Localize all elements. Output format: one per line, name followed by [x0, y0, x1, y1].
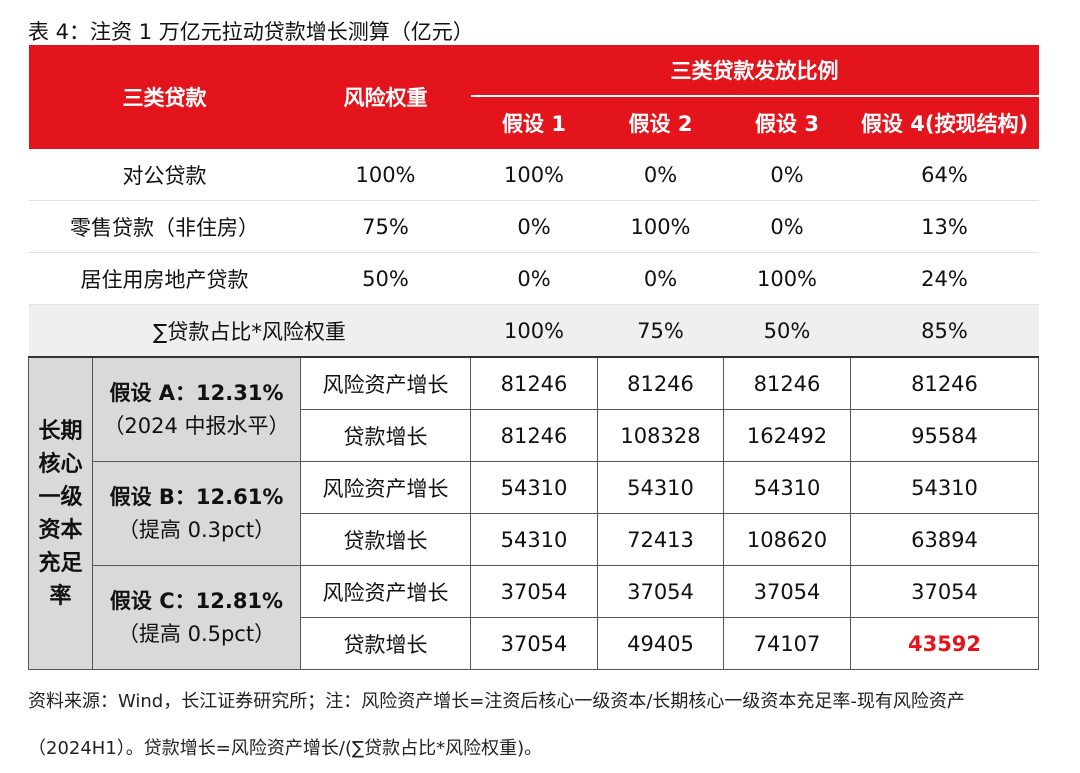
header-cell: 三类贷款发放比例	[470, 45, 1039, 97]
scenario-note: （2024 中报水平）	[103, 413, 290, 438]
cell: 75%	[300, 200, 471, 253]
scenario-name: 假设 C：12.81%	[109, 588, 284, 613]
cell: 13%	[850, 200, 1039, 253]
cell: 0%	[470, 200, 598, 253]
table-row: 假设 1 假设 2 假设 3 假设 4(按现结构)	[29, 96, 1039, 149]
cell: 100%	[300, 149, 471, 201]
cell: 50%	[300, 252, 471, 305]
row-label: 对公贷款	[28, 149, 301, 201]
header-cell: 假设 4(按现结构)	[850, 96, 1039, 149]
header-cell: 风险权重	[300, 45, 471, 149]
cell: 0%	[723, 149, 851, 201]
header-cell: 三类贷款	[28, 45, 301, 149]
cell: 0%	[597, 149, 724, 201]
table-title: 表 4：注资 1 万亿元拉动贷款增长测算（亿元）	[28, 20, 474, 44]
cell: 54310	[597, 461, 724, 514]
cell: 0%	[470, 252, 598, 305]
cell: 54310	[470, 513, 598, 566]
cell: 100%	[470, 149, 598, 201]
cell: 81246	[850, 356, 1039, 410]
cell: 162492	[723, 409, 851, 462]
cell: 54310	[850, 461, 1039, 514]
scenario-name: 假设 B：12.61%	[109, 484, 284, 509]
cell: 54310	[723, 461, 851, 514]
cell: 75%	[597, 304, 724, 358]
cell: 100%	[597, 200, 724, 253]
cell: 0%	[723, 200, 851, 253]
row-label: ∑贷款占比*风险权重	[28, 304, 471, 358]
table-row: 贷款增长 37054 49405 74107 43592	[29, 617, 1039, 670]
table-row: ∑贷款占比*风险权重 100% 75% 50% 85%	[28, 304, 1039, 358]
scenario-cell: 假设 C：12.81% （提高 0.5pct）	[92, 565, 301, 670]
cell: 37054	[597, 565, 724, 618]
table-row: 对公贷款 100% 100% 0% 0% 64%	[28, 149, 1039, 201]
cell: 74107	[723, 617, 851, 670]
cell: 37054	[850, 565, 1039, 618]
cell: 49405	[597, 617, 724, 670]
scenario-cell: 假设 A：12.31% （2024 中报水平）	[92, 356, 301, 462]
cell: 64%	[850, 149, 1039, 201]
cell: 81246	[470, 409, 598, 462]
scenario-note: （提高 0.3pct）	[117, 517, 276, 542]
row-label: 风险资产增长	[300, 356, 471, 410]
table-row: 零售贷款（非住房） 75% 0% 100% 0% 13%	[28, 200, 1039, 253]
header-cell: 假设 2	[597, 96, 724, 149]
cell: 95584	[850, 409, 1039, 462]
table-row: 居住用房地产贷款 50% 0% 0% 100% 24%	[28, 252, 1039, 305]
cell: 0%	[597, 252, 724, 305]
row-label: 贷款增长	[300, 513, 471, 566]
cell: 24%	[850, 252, 1039, 305]
cell: 72413	[597, 513, 724, 566]
row-label: 零售贷款（非住房）	[28, 200, 301, 253]
cell: 63894	[850, 513, 1039, 566]
cell: 50%	[723, 304, 851, 358]
cell: 108620	[723, 513, 851, 566]
scenario-note: （提高 0.5pct）	[117, 621, 276, 646]
cell: 43592	[850, 617, 1039, 670]
cell: 85%	[850, 304, 1039, 358]
table-row: 贷款增长 81246 108328 162492 95584	[29, 409, 1039, 462]
row-label: 风险资产增长	[300, 565, 471, 618]
scenario-cell: 假设 B：12.61% （提高 0.3pct）	[92, 461, 301, 566]
table-row: 假设 C：12.81% （提高 0.5pct） 风险资产增长 37054 37054 37…	[29, 565, 1039, 670]
cell: 81246	[470, 356, 598, 410]
source-note: 资料来源：Wind，长江证券研究所；注：风险资产增长=注资后核心一级资本/长期核…	[28, 691, 965, 759]
cell: 81246	[723, 356, 851, 410]
side-label: 长期核心一级资本充足率	[28, 356, 93, 670]
cell: 100%	[470, 304, 598, 358]
header-cell: 假设 3	[723, 96, 851, 149]
table-row: 三类贷款 风险权重 三类贷款发放比例	[28, 45, 1039, 149]
cell: 108328	[597, 409, 724, 462]
cell: 37054	[470, 617, 598, 670]
row-label: 贷款增长	[300, 617, 471, 670]
header-cell: 假设 1	[470, 96, 598, 149]
row-label: 风险资产增长	[300, 461, 471, 514]
table-row: 假设 B：12.61% （提高 0.3pct） 风险资产增长 54310 54310 54…	[29, 461, 1039, 566]
data-table: 三类贷款 风险权重 三类贷款发放比例 假设 1 假设 2 假设 3 假设 4(按现结构) 对公…	[28, 45, 1039, 670]
row-label: 贷款增长	[300, 409, 471, 462]
table-row: 长期核心一级资本充足率 假设 A：12.31% （2024 中报水平） 风险资产增长 8…	[28, 356, 1039, 670]
row-label: 居住用房地产贷款	[28, 252, 301, 305]
cell: 54310	[470, 461, 598, 514]
cell: 37054	[470, 565, 598, 618]
cell: 100%	[723, 252, 851, 305]
cell: 81246	[597, 356, 724, 410]
scenario-name: 假设 A：12.31%	[109, 380, 284, 405]
cell: 37054	[723, 565, 851, 618]
